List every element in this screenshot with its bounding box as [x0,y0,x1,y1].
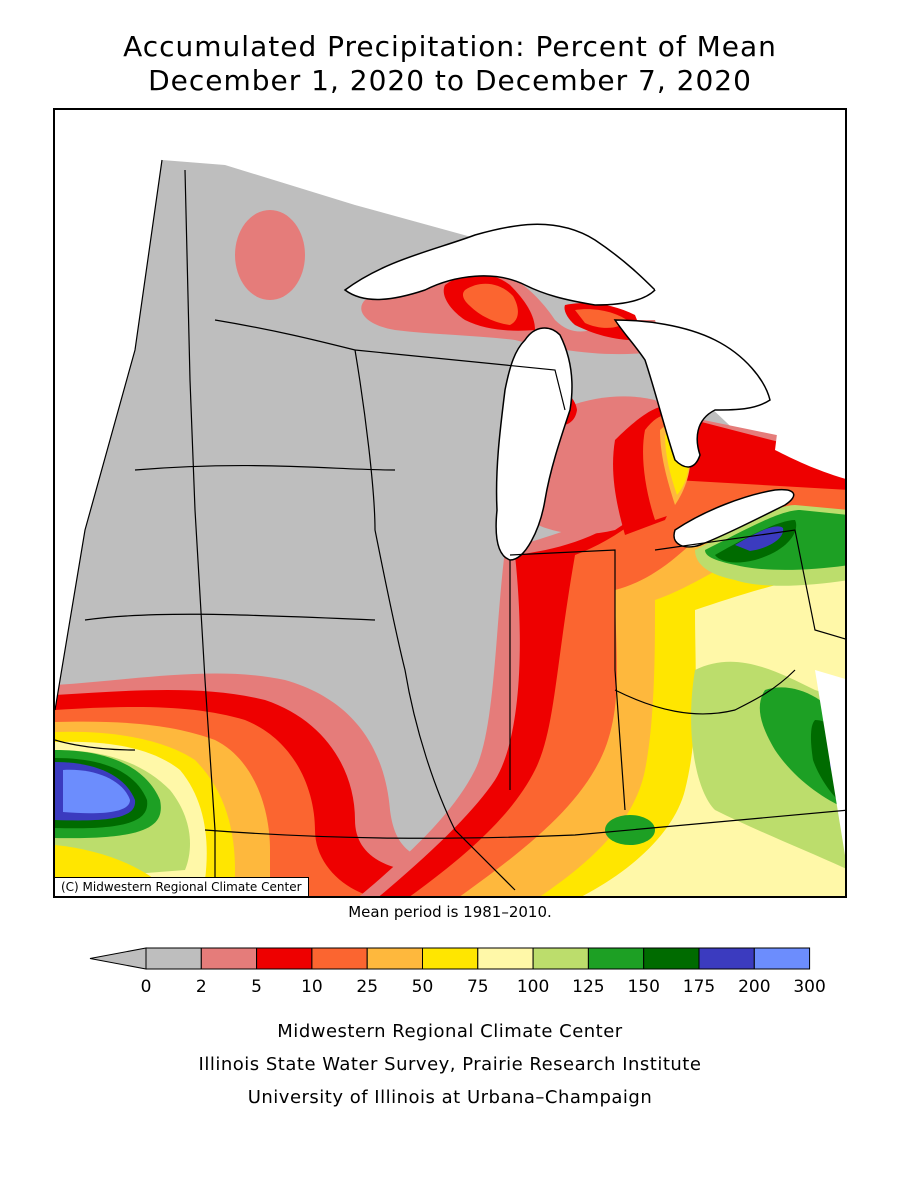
state-borders [55,159,845,896]
legend-tick-label: 25 [356,977,378,997]
color-legend: 0 2 5 10 25 50 75 100 125 150 175 200 300 [89,947,826,997]
credit-line-3: University of Illinois at Urbana–Champai… [247,1087,653,1108]
legend-tick-label: 75 [467,977,489,997]
legend-tick-label: 10 [301,977,323,997]
legend-swatch [256,947,313,970]
band-10-25-upper-peninsula [462,283,518,325]
outside-east [815,670,845,856]
legend-swatch [366,947,424,970]
map-canvas [55,110,845,896]
legend-swatch [587,947,645,970]
legend-tick-label: 0 [141,977,152,997]
legend-tick-label: 200 [738,977,770,997]
legend-tick-label: 5 [251,977,262,997]
legend-tick-label: 300 [793,977,825,997]
legend-tick-label: 175 [683,977,715,997]
band-10-25-upper-peninsula-east [575,309,627,328]
band-200-300-southwest [63,769,130,814]
legend-underflow-arrow [89,947,147,970]
legend-tick-label: 100 [517,977,549,997]
legend-swatch [532,947,589,970]
map-title-line-2: December 1, 2020 to December 7, 2020 [148,64,752,97]
legend-swatch [311,947,368,970]
lake-erie [673,488,795,548]
legend-swatch [753,947,811,970]
credit-line-2: Illinois State Water Survey, Prairie Res… [198,1054,702,1075]
lake-michigan [495,327,573,561]
band-175-200-northeast [735,526,784,551]
legend-swatch [698,947,755,970]
legend-swatch [145,947,202,970]
spot-2-5-minnesota [235,210,305,300]
ontario-land [655,110,845,479]
legend-swatch [643,947,700,970]
map-copyright: (C) Midwestern Regional Climate Center [55,877,309,896]
legend-swatch [200,947,258,970]
legend-tick-label: 125 [572,977,604,997]
map-title-line-1: Accumulated Precipitation: Percent of Me… [123,30,777,63]
mean-period-note: Mean period is 1981–2010. [348,903,552,921]
outside-west [55,110,162,710]
legend-swatch [477,947,534,970]
precipitation-map: (C) Midwestern Regional Climate Center [53,108,847,898]
legend-tick-label: 50 [412,977,434,997]
lake-superior [343,223,657,306]
legend-swatch [422,947,479,970]
legend-tick-label: 2 [196,977,207,997]
lake-huron [613,319,771,468]
legend-tick-label: 150 [627,977,659,997]
credit-line-1: Midwestern Regional Climate Center [277,1021,623,1042]
